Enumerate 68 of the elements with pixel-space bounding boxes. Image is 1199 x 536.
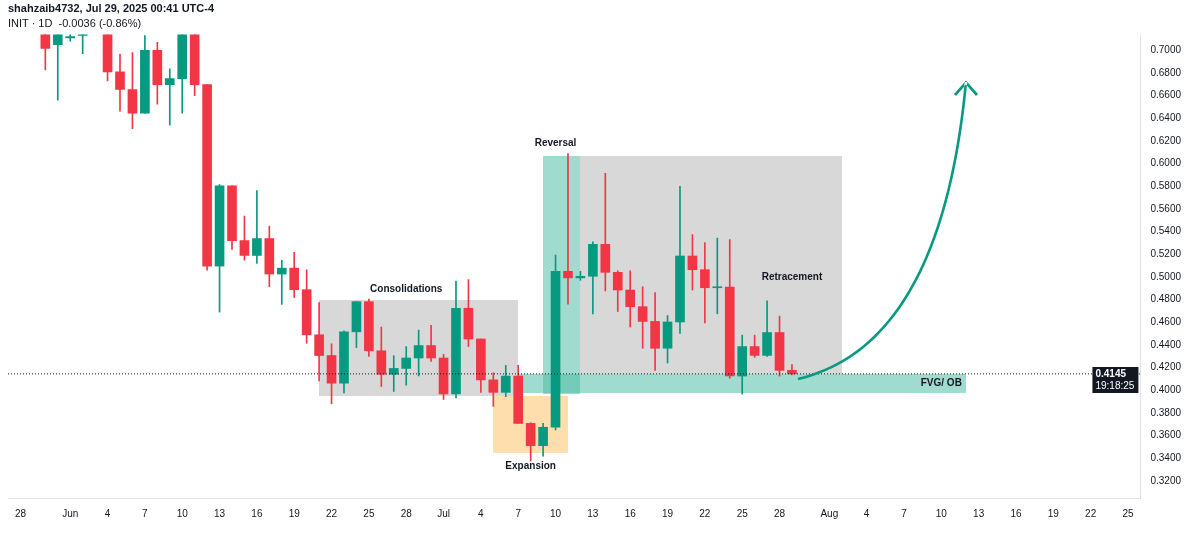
annotation: Reversal bbox=[534, 136, 577, 148]
x-tick-label: 7 bbox=[901, 507, 908, 519]
y-tick-label: 0.5800 bbox=[1150, 180, 1182, 192]
x-tick-label: 16 bbox=[251, 507, 263, 519]
y-tick-label: 0.6200 bbox=[1150, 134, 1182, 146]
x-tick-label: 22 bbox=[699, 507, 711, 519]
y-tick-label: 0.6000 bbox=[1150, 157, 1182, 169]
annotation: FVG/ OB bbox=[920, 377, 962, 389]
x-tick-label: 25 bbox=[736, 507, 749, 519]
x-tick-label: 16 bbox=[624, 507, 637, 519]
candlestick bbox=[276, 259, 287, 305]
y-tick-label: 0.4600 bbox=[1150, 316, 1182, 328]
annotation: Retracement bbox=[761, 270, 823, 282]
y-tick-label: 0.3800 bbox=[1150, 406, 1182, 418]
x-tick-label: 7 bbox=[142, 507, 149, 519]
x-tick-label: Jul bbox=[437, 507, 450, 519]
ref-line-label: 0.4145 bbox=[1095, 367, 1127, 379]
annotation: Consolidations bbox=[370, 283, 443, 295]
x-tick-label: 22 bbox=[1085, 507, 1097, 519]
x-tick-label: 16 bbox=[1010, 507, 1022, 519]
y-tick-label: 0.3400 bbox=[1150, 452, 1182, 464]
candlestick bbox=[712, 237, 723, 315]
y-tick-label: 0.6600 bbox=[1150, 89, 1182, 101]
x-tick-label: 25 bbox=[363, 507, 375, 519]
y-tick-label: 0.4400 bbox=[1150, 338, 1182, 350]
x-tick-label: 13 bbox=[587, 507, 599, 519]
x-tick-label: 25 bbox=[1122, 507, 1134, 519]
candlestick bbox=[52, 34, 63, 101]
annotation: Expansion bbox=[505, 460, 556, 472]
x-tick-label: 22 bbox=[325, 507, 338, 519]
x-tick-label: 10 bbox=[549, 507, 562, 519]
x-tick-label: 19 bbox=[661, 507, 674, 519]
y-tick-label: 0.7000 bbox=[1150, 44, 1182, 56]
x-tick-label: 4 bbox=[863, 507, 870, 519]
x-tick-label: 19 bbox=[1047, 507, 1060, 519]
y-tick-label: 0.5200 bbox=[1150, 248, 1182, 260]
x-tick-label: Jun bbox=[62, 507, 79, 519]
y-tick-label: 0.5600 bbox=[1150, 202, 1182, 214]
annotation: 19:18:25 bbox=[1095, 379, 1135, 391]
x-tick-label: Aug bbox=[820, 507, 839, 519]
y-tick-label: 0.3200 bbox=[1150, 474, 1182, 486]
y-tick-label: 0.6400 bbox=[1150, 112, 1182, 124]
chart-subtitle: INIT · 1D -0.0036 (-0.86%) bbox=[8, 16, 142, 29]
x-tick-label: 19 bbox=[288, 507, 301, 519]
y-tick-label: 0.3600 bbox=[1150, 429, 1182, 441]
x-tick-label: 7 bbox=[515, 507, 522, 519]
x-tick-label: 13 bbox=[973, 507, 985, 519]
y-tick-label: 0.4800 bbox=[1150, 293, 1182, 305]
candlestick bbox=[252, 190, 262, 264]
y-tick-label: 0.6800 bbox=[1150, 66, 1182, 78]
candlestick bbox=[600, 172, 611, 292]
candlestick bbox=[164, 68, 175, 126]
y-tick-label: 0.5000 bbox=[1150, 270, 1182, 282]
candlestick bbox=[700, 242, 710, 324]
y-tick-label: 0.5400 bbox=[1150, 225, 1182, 237]
x-tick-label: 4 bbox=[478, 507, 485, 519]
candlestick bbox=[563, 153, 573, 305]
x-tick-label: 4 bbox=[104, 507, 111, 519]
y-tick-label: 0.4000 bbox=[1150, 384, 1182, 396]
x-tick-label: 10 bbox=[176, 507, 189, 519]
x-tick-label: 28 bbox=[773, 507, 786, 519]
x-tick-label: 13 bbox=[213, 507, 226, 519]
x-tick-label: 10 bbox=[935, 507, 948, 519]
x-tick-label: 28 bbox=[400, 507, 413, 519]
x-tick-label: 28 bbox=[14, 507, 27, 519]
y-tick-label: 0.4200 bbox=[1150, 361, 1182, 373]
chart-title: shahzaib4732, Jul 29, 2025 00:41 UTC-4 bbox=[8, 1, 215, 14]
candlestick bbox=[388, 355, 399, 392]
